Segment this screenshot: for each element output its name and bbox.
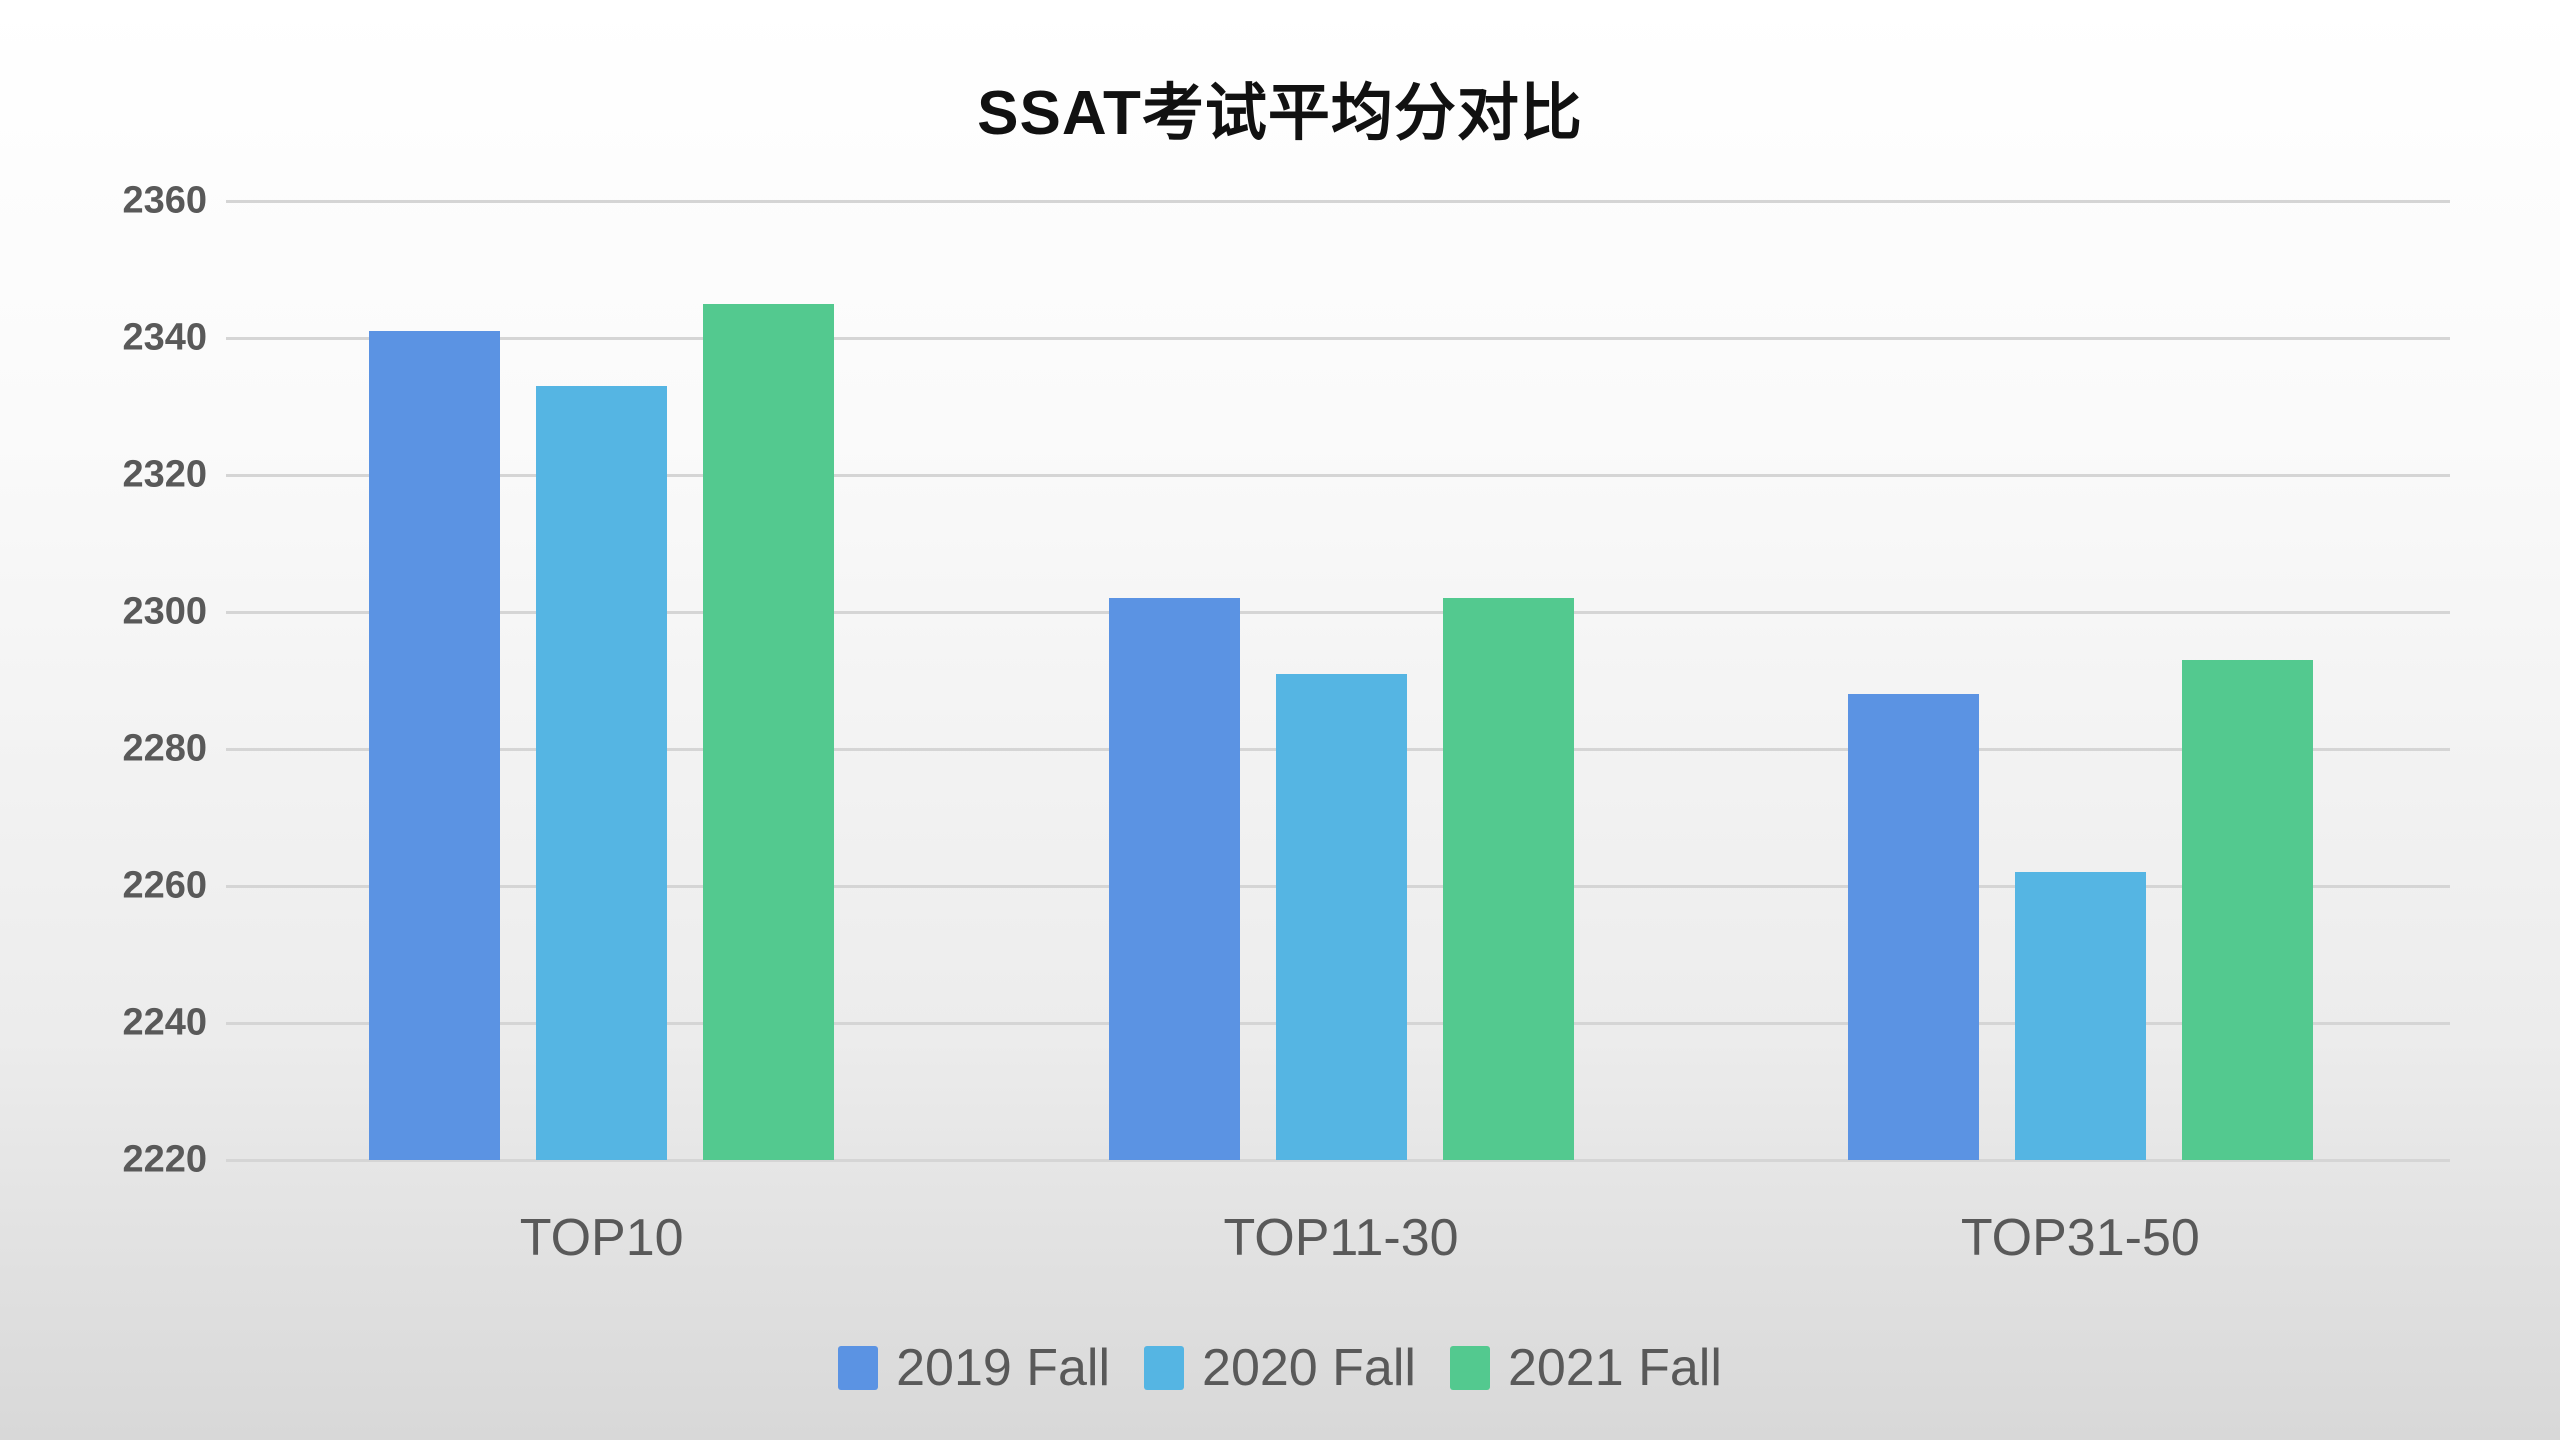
bar-2019-fall-top10: [369, 331, 501, 1160]
gridline: [226, 200, 2450, 203]
legend-swatch-icon: [838, 1346, 879, 1390]
y-axis-tick-label: 2360: [122, 179, 207, 222]
chart-title: SSAT考试平均分对比: [977, 79, 1583, 148]
legend-item: 2019 Fall: [838, 1338, 1110, 1398]
legend-item: 2020 Fall: [1144, 1338, 1416, 1398]
bar-2020-fall-top10: [536, 385, 668, 1160]
legend-label: 2020 Fall: [1202, 1339, 1416, 1397]
bar-2019-fall-top31-50: [1847, 694, 1979, 1160]
gridline: [226, 337, 2450, 340]
bar-2021-fall-top11-30: [1442, 598, 1574, 1160]
bar-2021-fall-top10: [703, 303, 835, 1160]
bar-2021-fall-top31-50: [2181, 659, 2313, 1160]
legend-label: 2019 Fall: [896, 1339, 1111, 1397]
legend: 2019 Fall 2020 Fall 2021 Fall: [0, 1338, 2560, 1398]
bar-2020-fall-top31-50: [2014, 872, 2146, 1160]
x-axis-category-label: TOP31-50: [1960, 1209, 2200, 1267]
legend-label: 2021 Fall: [1507, 1339, 1722, 1397]
y-axis-tick-label: 2300: [122, 590, 207, 633]
y-axis-tick-label: 2260: [122, 864, 207, 907]
y-axis-tick-label: 2240: [122, 1001, 207, 1044]
y-axis-tick-label: 2220: [122, 1138, 207, 1181]
gridline: [226, 474, 2450, 477]
y-axis-tick-label: 2320: [122, 453, 207, 496]
gridline: [226, 1159, 2450, 1162]
legend-swatch-icon: [1449, 1346, 1490, 1390]
y-axis-tick-label: 2280: [122, 727, 207, 770]
bar-2019-fall-top11-30: [1108, 598, 1240, 1160]
gridline: [226, 611, 2450, 614]
x-axis-category-label: TOP10: [519, 1209, 684, 1267]
legend-item: 2021 Fall: [1449, 1338, 1722, 1398]
bar-2020-fall-top11-30: [1275, 673, 1407, 1160]
plot-area: 2220 2240 2260 2280 2300 2320 2340 2360 TOP10 TOP…: [122, 180, 2450, 1267]
legend-swatch-icon: [1144, 1346, 1185, 1390]
y-axis-tick-label: 2340: [122, 316, 207, 359]
x-axis-category-label: TOP11-30: [1223, 1209, 1459, 1267]
